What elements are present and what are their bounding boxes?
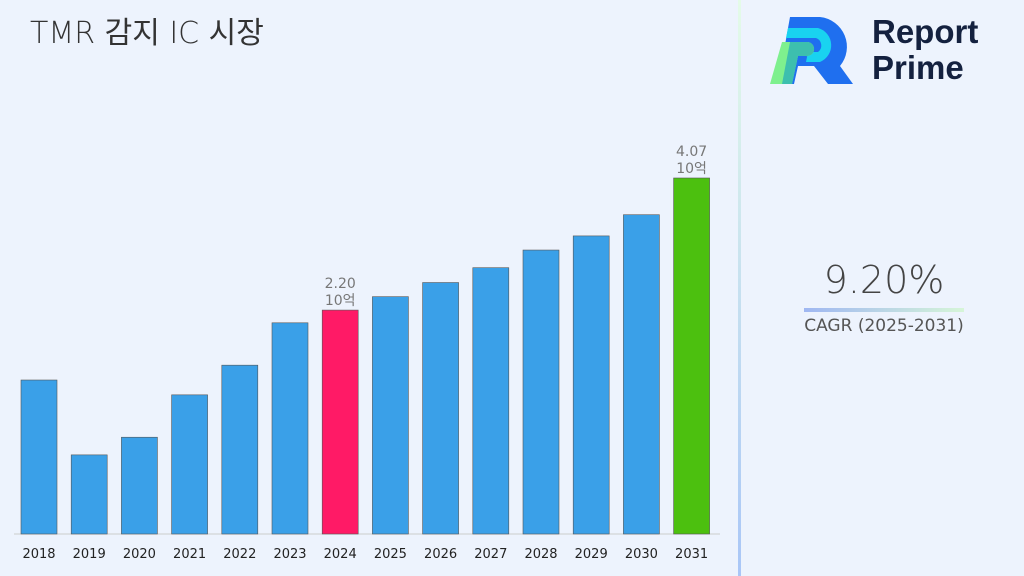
divider	[738, 0, 741, 576]
x-tick-label: 2027	[474, 547, 507, 562]
chart-title: TMR 감지 IC 시장	[30, 16, 264, 51]
bar-2020	[121, 436, 158, 535]
x-tick-label: 2028	[524, 547, 557, 562]
x-tick-label: 2021	[173, 547, 206, 562]
x-tick-label: 2030	[625, 547, 658, 562]
data-label-unit: 10억	[325, 293, 356, 309]
x-tick-label: 2024	[324, 547, 357, 562]
x-tick-label: 2031	[675, 547, 708, 562]
logo-mark-icon	[770, 17, 853, 84]
bar-2018	[20, 379, 58, 535]
data-label-value: 4.07	[676, 144, 707, 160]
x-tick-label: 2020	[123, 547, 156, 562]
data-label-unit: 10억	[676, 161, 707, 177]
bar-2028	[522, 249, 560, 535]
cagr-value: 9.20%	[823, 258, 945, 302]
bar-2026	[422, 282, 459, 535]
x-tick-label: 2026	[424, 547, 457, 562]
logo-line1: Report	[872, 13, 979, 50]
cagr-label: CAGR (2025-2031)	[804, 316, 964, 336]
data-label-value: 2.20	[325, 276, 356, 292]
x-tick-label: 2018	[22, 547, 55, 562]
bar-2030	[623, 214, 660, 535]
bar-2031	[673, 177, 710, 535]
report-prime-logo: Report Prime	[768, 14, 1008, 88]
bar-2027	[472, 267, 510, 535]
x-tick-label: 2019	[73, 547, 106, 562]
bar-2025	[372, 296, 409, 535]
bar-2019	[70, 454, 108, 535]
bar-2029	[572, 235, 610, 535]
bar-2023	[271, 322, 309, 535]
bar-2022	[221, 364, 259, 535]
x-tick-label: 2025	[374, 547, 407, 562]
cagr-underline	[804, 308, 964, 312]
logo-line2: Prime	[872, 49, 964, 86]
bar-2021	[171, 394, 208, 535]
logo-text: Report Prime	[872, 14, 978, 86]
x-tick-label: 2023	[273, 547, 306, 562]
x-tick-label: 2022	[223, 547, 256, 562]
x-tick-label: 2029	[575, 547, 608, 562]
bar-2024	[321, 309, 359, 535]
